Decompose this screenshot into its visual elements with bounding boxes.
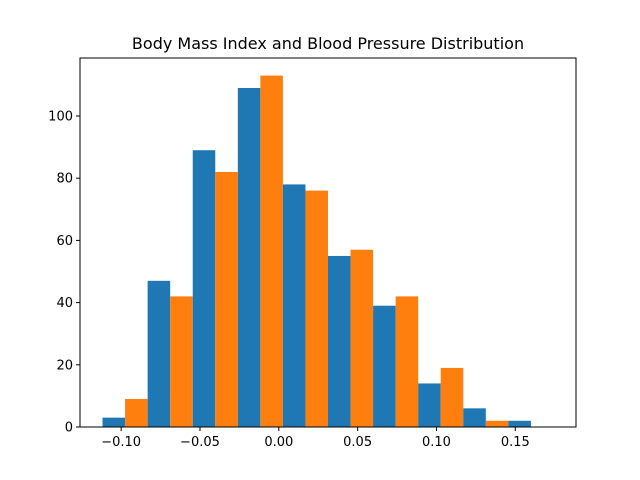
y-tick-label: 60 [56, 234, 73, 249]
y-tick-label: 100 [48, 110, 73, 125]
y-tick-label: 40 [56, 296, 73, 311]
bar-series-1-bin-8 [418, 383, 441, 427]
bar-series-1-bin-1 [102, 417, 126, 427]
x-tick-label: −0.05 [180, 435, 220, 450]
bar-series-2-bin-7 [395, 296, 419, 427]
bar-series-1-bin-10 [508, 420, 531, 427]
bar-series-2-bin-8 [440, 367, 464, 427]
bar-series-2-bin-2 [170, 296, 193, 427]
axes-layer: −0.10 −0.05 0.00 0.05 0.10 0.15 0 20 40 60 80 100 [48, 110, 530, 450]
y-tick-label: 20 [56, 358, 73, 373]
bar-series-1-bin-7 [373, 305, 396, 427]
x-tick-label: 0.05 [343, 435, 372, 450]
bar-series-2-bin-9 [485, 420, 509, 427]
bar-series-2-bin-3 [215, 171, 238, 427]
bar-series-2-bin-5 [305, 190, 328, 427]
bar-series-1-bin-9 [463, 408, 486, 427]
x-tick-label: 0.00 [264, 435, 293, 450]
bar-series-2-bin-1 [125, 399, 148, 427]
y-tick-label: 0 [65, 421, 73, 436]
bar-series-1-bin-2 [147, 280, 171, 427]
bar-series-2-bin-6 [350, 249, 374, 427]
y-tick-label: 80 [56, 172, 73, 187]
x-tick-label: 0.10 [422, 435, 451, 450]
chart-title: Body Mass Index and Blood Pressure Distr… [132, 34, 524, 53]
bars-layer [102, 75, 531, 428]
x-tick-label: −0.10 [101, 435, 141, 450]
bar-series-2-bin-4 [260, 75, 283, 428]
bar-series-1-bin-3 [192, 150, 216, 427]
bar-series-1-bin-6 [328, 255, 351, 427]
bar-series-1-bin-5 [282, 184, 306, 427]
bar-series-1-bin-4 [237, 88, 261, 427]
plot-frame [79, 57, 577, 428]
x-tick-label: 0.15 [501, 435, 530, 450]
